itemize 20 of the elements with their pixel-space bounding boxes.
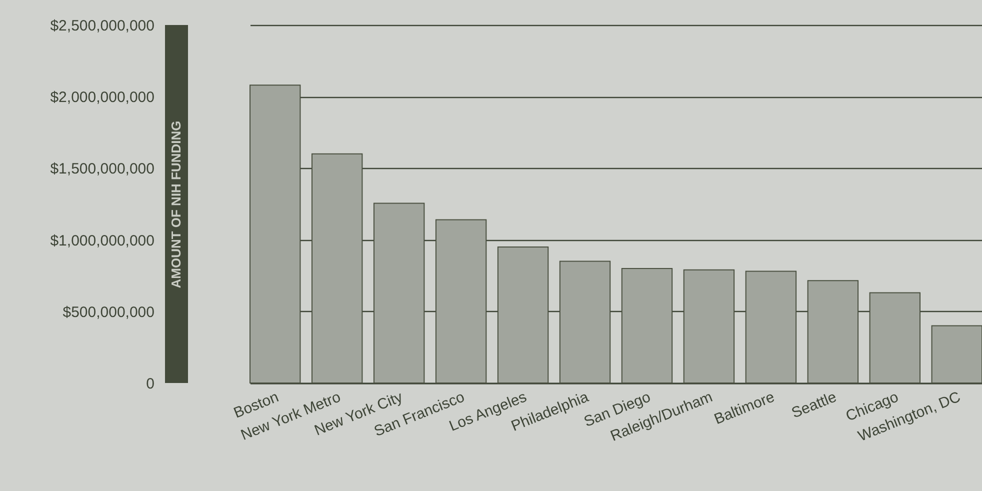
bar: [435, 219, 487, 384]
bar: [931, 325, 982, 384]
bar: [807, 280, 859, 384]
bar: [311, 153, 363, 384]
y-axis-title: AMOUNT OF NIH FUNDING: [168, 120, 184, 288]
bar: [745, 270, 797, 384]
bar: [559, 260, 611, 384]
y-tick-label: 0: [146, 376, 154, 392]
bar: [683, 269, 735, 384]
y-tick-label: $1,000,000,000: [50, 232, 154, 250]
y-tick-label: $2,000,000,000: [50, 89, 154, 106]
bar: [373, 202, 425, 384]
y-tick-label: $500,000,000: [62, 304, 154, 321]
bar: [250, 84, 301, 384]
y-tick-label: $2,500,000,000: [50, 18, 154, 34]
bar: [497, 246, 549, 384]
bar: [621, 268, 673, 384]
x-tick-label: Seattle: [789, 388, 839, 422]
bar: [869, 292, 921, 384]
y-tick-label: $1,500,000,000: [50, 160, 154, 178]
